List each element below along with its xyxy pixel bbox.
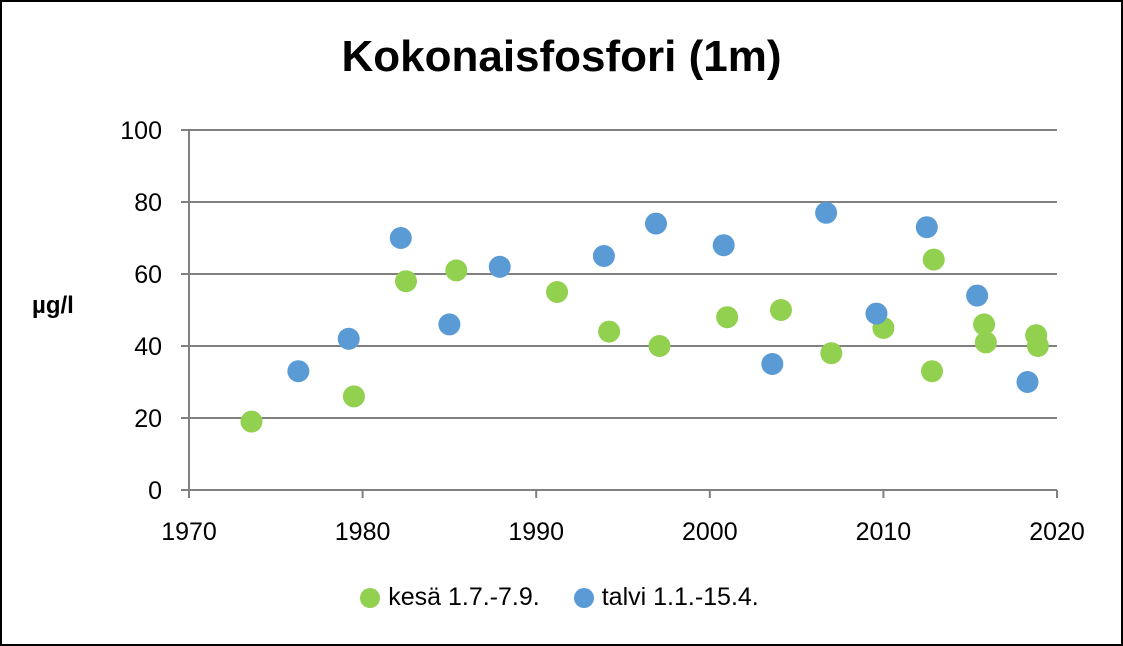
- data-point-talvi: [865, 302, 888, 325]
- data-point-kesa: [445, 259, 468, 282]
- data-point-kesa: [716, 306, 739, 329]
- data-point-kesa: [395, 270, 417, 293]
- data-point-kesa: [240, 410, 263, 433]
- data-point-talvi: [287, 360, 310, 383]
- data-point-talvi: [712, 234, 735, 257]
- x-tick-label: 1980: [335, 518, 391, 546]
- data-point-kesa: [921, 360, 944, 383]
- data-point-talvi: [592, 245, 615, 267]
- y-tick-label: 60: [134, 261, 162, 289]
- y-tick-label: 20: [134, 405, 162, 433]
- x-tick-label: 1990: [508, 518, 564, 546]
- legend-label-talvi: talvi 1.1.-15.4.: [601, 583, 759, 611]
- data-point-talvi: [761, 353, 784, 375]
- x-tick-label: 2010: [856, 518, 912, 546]
- legend-marker-kesa: [360, 587, 381, 608]
- data-point-talvi: [966, 284, 989, 307]
- data-point-kesa: [546, 281, 569, 303]
- chart-title: Kokonaisfosfori (1m): [341, 32, 782, 81]
- data-point-talvi: [915, 216, 938, 239]
- y-axis-label: µg/l: [32, 292, 74, 319]
- y-tick-label: 0: [148, 477, 162, 505]
- x-tick-label: 2020: [1029, 518, 1085, 546]
- data-point-kesa: [973, 313, 996, 336]
- data-point-kesa: [820, 342, 843, 365]
- data-point-kesa: [922, 248, 945, 271]
- legend-item-kesa: kesä 1.7.-7.9.: [360, 583, 540, 612]
- x-tick-label: 2000: [682, 518, 738, 546]
- data-point-talvi: [1016, 371, 1039, 393]
- x-tick-label: 1970: [161, 518, 217, 546]
- data-point-kesa: [1026, 335, 1049, 357]
- data-point-kesa: [598, 320, 621, 343]
- legend-item-talvi: talvi 1.1.-15.4.: [573, 583, 759, 612]
- data-point-talvi: [438, 313, 461, 336]
- data-point-kesa: [974, 331, 997, 354]
- y-tick-label: 40: [134, 333, 162, 361]
- data-point-talvi: [488, 255, 511, 278]
- data-point-talvi: [337, 327, 360, 350]
- y-tick-label: 100: [120, 117, 162, 145]
- legend: kesä 1.7.-7.9. talvi 1.1.-15.4.: [0, 583, 1119, 612]
- data-point-talvi: [644, 212, 667, 235]
- data-point-kesa: [342, 385, 365, 408]
- y-tick-label: 80: [134, 189, 162, 217]
- legend-marker-talvi: [573, 587, 594, 608]
- data-point-talvi: [815, 201, 838, 224]
- data-point-kesa: [648, 335, 671, 357]
- data-point-kesa: [769, 299, 792, 321]
- data-point-talvi: [389, 227, 412, 249]
- legend-label-kesa: kesä 1.7.-7.9.: [388, 583, 540, 611]
